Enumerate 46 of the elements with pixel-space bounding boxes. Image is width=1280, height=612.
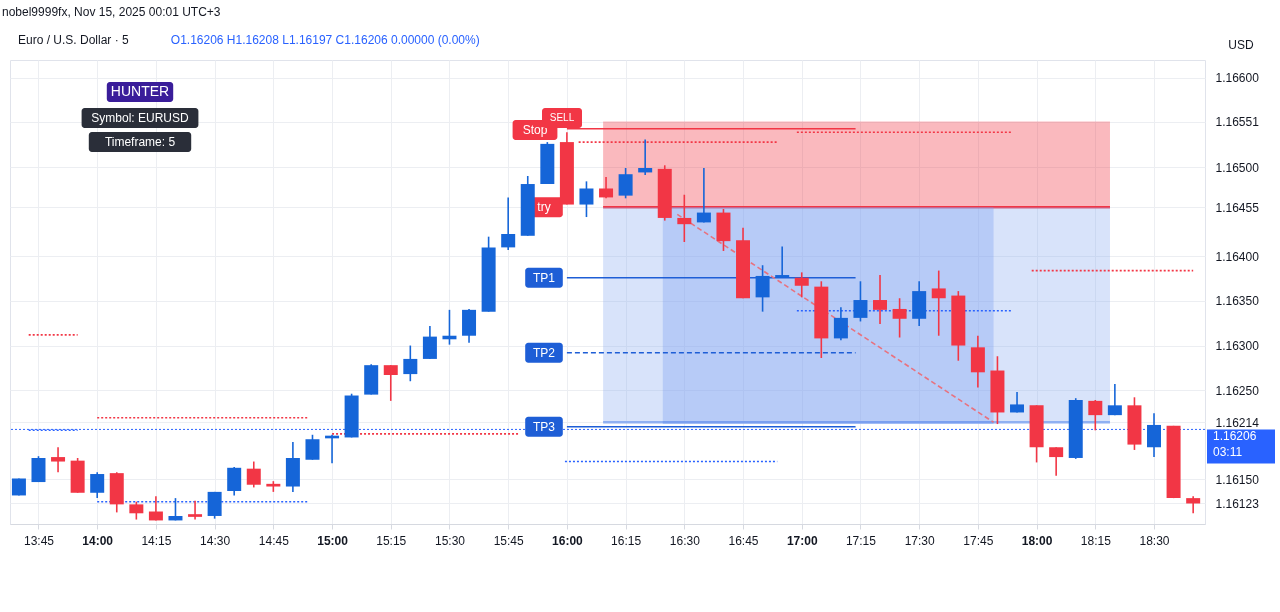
- y-tick-label: 1.16600: [1215, 71, 1260, 86]
- annotation: TP3: [532, 419, 556, 434]
- annotation: TP1: [532, 270, 556, 285]
- chart-subtitle: O1.16206 H1.16208 L1.16197 C1.16206 0.00000 (0.00%): [170, 33, 480, 47]
- y-tick-label: 1.16455: [1215, 200, 1260, 215]
- x-tick-label: 18:30: [1139, 533, 1170, 548]
- annotation: TP2: [532, 345, 556, 360]
- x-tick-label: 13:45: [23, 533, 55, 548]
- y-tick-label: 1.16300: [1215, 339, 1260, 354]
- y-tick-label: 1.16214: [1215, 415, 1260, 430]
- x-tick-label: 14:15: [141, 533, 172, 548]
- x-tick-label: 17:30: [904, 533, 936, 548]
- y-tick-label: 1.16123: [1215, 496, 1260, 511]
- x-tick-label: 15:15: [376, 533, 407, 548]
- y-tick-label: 1.16150: [1215, 472, 1260, 487]
- annotation: try: [537, 200, 551, 215]
- x-tick-label: 16:15: [611, 533, 642, 548]
- y-tick-label: 1.16400: [1215, 249, 1260, 264]
- annotation: Symbol: EURUSD: [91, 111, 190, 125]
- x-tick-label: 14:30: [200, 533, 231, 548]
- text: nobel9999fx, Nov 15, 2025 00:01 UTC+3: [2, 5, 221, 19]
- annotation: Stop: [522, 123, 548, 137]
- x-tick-label: 16:30: [669, 533, 701, 548]
- y-tick-label: 1.16551: [1215, 115, 1260, 130]
- x-tick-label: 17:00: [786, 533, 818, 548]
- x-tick-label: 18:00: [1021, 533, 1053, 548]
- x-tick-label: 17:45: [963, 533, 994, 548]
- x-tick-label: 15:30: [434, 533, 466, 548]
- chart-title: Euro / U.S. Dollar · 5: [18, 33, 130, 47]
- y-tick-label: 1.16500: [1215, 160, 1260, 175]
- y-tick-label: 1.16350: [1215, 294, 1260, 309]
- text: 03:11: [1213, 445, 1243, 460]
- annotation: SELL: [549, 112, 575, 123]
- annotation: Timeframe: 5: [104, 135, 176, 149]
- x-tick-label: 15:00: [317, 533, 349, 548]
- x-tick-label: 16:45: [728, 533, 759, 548]
- x-tick-label: 14:00: [82, 533, 114, 548]
- ref-line-label: 1.16206: [1213, 429, 1257, 444]
- x-tick-label: 15:45: [493, 533, 525, 548]
- x-tick-label: 17:15: [845, 533, 877, 548]
- y-tick-label: 1.16250: [1215, 383, 1260, 398]
- annotation: HUNTER: [110, 83, 170, 99]
- x-tick-label: 16:00: [552, 533, 584, 548]
- x-tick-label: 14:45: [258, 533, 290, 548]
- text: USD: [1228, 38, 1254, 52]
- x-tick-label: 18:15: [1080, 533, 1112, 548]
